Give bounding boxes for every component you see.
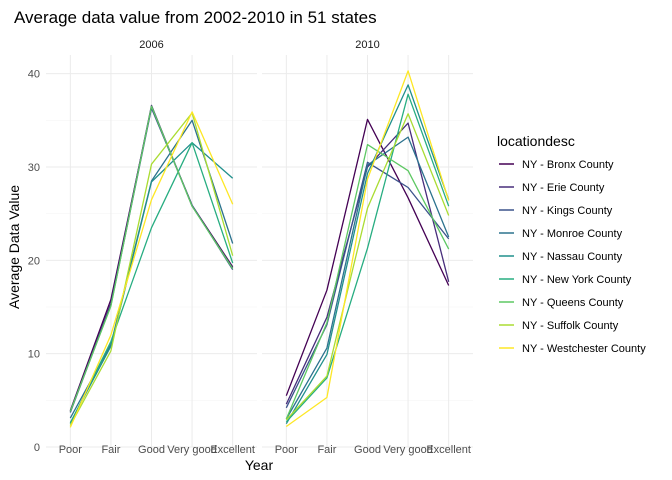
legend-label: NY - Queens County xyxy=(522,297,624,309)
x-axis-title: Year xyxy=(245,457,274,473)
legend-label: NY - Bronx County xyxy=(522,159,614,171)
legend-item: NY - Suffolk County xyxy=(499,320,619,332)
series-line-ny-new-york-county xyxy=(69,142,234,424)
series-line-ny-new-york-county xyxy=(285,93,450,423)
legend-item: NY - Bronx County xyxy=(499,159,614,171)
x-tick-label: Good xyxy=(354,444,381,456)
x-tick-label: Good xyxy=(138,444,165,456)
x-tick-label: Fair xyxy=(101,444,120,456)
legend-title: locationdesc xyxy=(497,133,575,149)
legend-item: NY - Nassau County xyxy=(499,251,623,263)
x-tick-label: Very good xyxy=(167,444,217,456)
facet-label: 2010 xyxy=(355,39,379,51)
x-tick-label: Excellent xyxy=(210,444,255,456)
y-tick-label: 40 xyxy=(28,69,40,81)
legend-label: NY - New York County xyxy=(522,274,632,286)
series-line-ny-suffolk-county xyxy=(69,112,234,426)
legend-label: NY - Suffolk County xyxy=(522,320,619,332)
facet-label: 2006 xyxy=(139,39,163,51)
legend-label: NY - Westchester County xyxy=(522,343,646,355)
legend: locationdesc NY - Bronx County NY - Erie … xyxy=(497,133,646,355)
legend-label: NY - Erie County xyxy=(522,182,605,194)
y-tick-label: 0 xyxy=(34,442,40,454)
y-tick-label: 30 xyxy=(28,162,40,174)
series-line-ny-nassau-county xyxy=(285,84,450,425)
legend-item: NY - New York County xyxy=(499,274,632,286)
y-axis-title: Average Data Value xyxy=(6,185,22,309)
legend-item: NY - Monroe County xyxy=(499,228,623,240)
series-line-ny-queens-county xyxy=(69,105,234,412)
x-tick-label: Fair xyxy=(317,444,336,456)
legend-label: NY - Nassau County xyxy=(522,251,623,263)
series-line-ny-kings-county xyxy=(285,161,450,409)
series-line-ny-westchester-county xyxy=(69,111,234,428)
series-line-ny-queens-county xyxy=(285,143,450,420)
x-tick-label: Excellent xyxy=(426,444,471,456)
x-tick-label: Very good xyxy=(383,444,433,456)
x-tick-label: Poor xyxy=(275,444,299,456)
legend-item: NY - Erie County xyxy=(499,182,605,194)
legend-item: NY - Queens County xyxy=(499,297,624,309)
chart-title: Average data value from 2002-2010 in 51 … xyxy=(14,8,377,27)
legend-item: NY - Westchester County xyxy=(499,343,646,355)
series-line-ny-nassau-county xyxy=(69,142,234,424)
y-tick-label: 20 xyxy=(28,255,40,267)
y-tick-label: 10 xyxy=(28,349,40,361)
legend-label: NY - Monroe County xyxy=(522,228,623,240)
legend-item: NY - Kings County xyxy=(499,205,613,217)
series-line-ny-westchester-county xyxy=(285,70,450,428)
series-line-ny-suffolk-county xyxy=(285,113,450,421)
series-line-ny-monroe-county xyxy=(285,136,450,420)
legend-label: NY - Kings County xyxy=(522,205,613,217)
series-line-ny-bronx-county xyxy=(285,118,450,396)
x-tick-label: Poor xyxy=(59,444,83,456)
